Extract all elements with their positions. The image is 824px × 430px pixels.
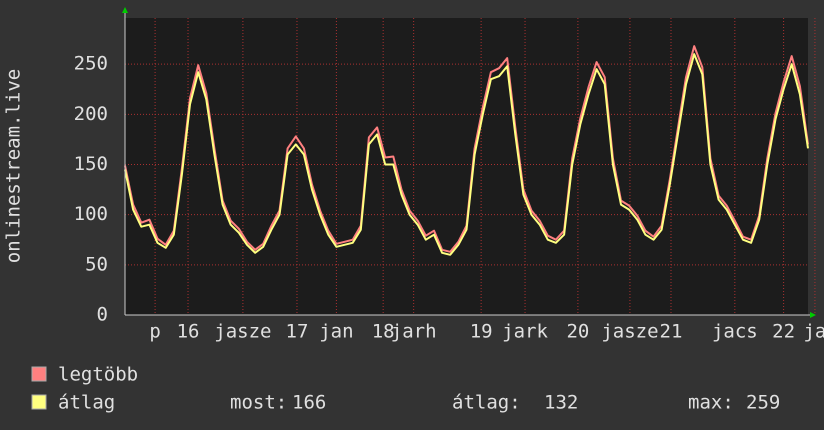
stat-label: most: [230,392,287,414]
stat-value: 132 [544,392,578,414]
x-tick-label: 22 [772,321,795,343]
series-line [124,53,809,256]
y-axis-label: onlinestream.live [3,69,25,263]
x-tick-label: 17 [286,321,309,343]
x-tick-label: jasze [214,321,271,343]
y-tick-label: 150 [74,153,108,175]
legend-swatch [31,366,47,382]
x-tick-label: ja [803,321,824,343]
y-tick-label: 0 [97,304,108,326]
legend-label: átlag [58,392,115,414]
stat-label: átlag: [452,392,521,414]
stat-label: max: [688,392,734,414]
plot-area [125,18,808,315]
x-tick-label: jarh [391,321,437,343]
x-tick-label: 18 [372,321,395,343]
x-tick-label: 20 [566,321,589,343]
x-tick-label: 16 [177,321,200,343]
lines [124,45,809,256]
x-tick-label: 19 [470,321,493,343]
y-tick-label: 200 [74,103,108,125]
x-arrow [810,312,816,318]
x-tick-label: jasze [601,321,658,343]
stat-value: 259 [746,392,780,414]
legend-swatch [31,394,47,410]
x-tick-label: 21 [660,321,683,343]
legend-label: legtöbb [58,364,138,386]
x-tick-label: p [149,321,160,343]
y-tick-label: 100 [74,203,108,225]
x-tick-label: jan [319,321,353,343]
stat-value: 166 [292,392,326,414]
y-tick-label: 50 [85,253,108,275]
x-tick-label: jacs [712,321,758,343]
y-tick-label: 250 [74,53,108,75]
y-arrow [122,7,128,13]
x-tick-label: jark [502,321,548,343]
